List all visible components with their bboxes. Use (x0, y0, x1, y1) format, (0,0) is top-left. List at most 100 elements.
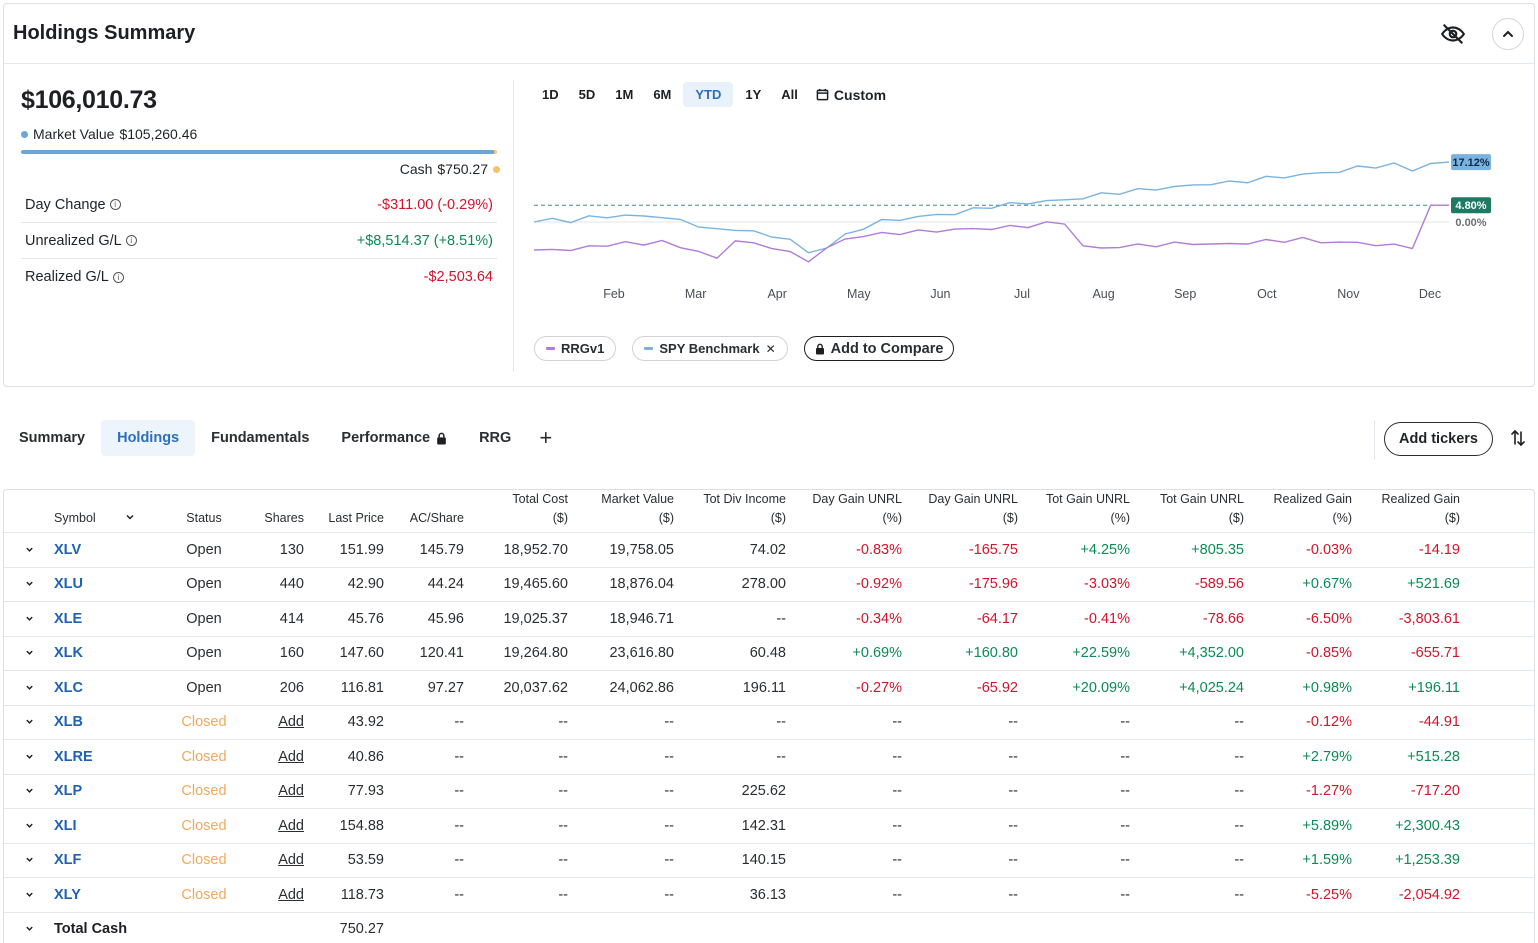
symbol-link[interactable]: XLY (54, 886, 81, 903)
last-cell: 53.59 (304, 843, 384, 878)
table-row[interactable]: XLF Closed Add 53.59 -- -- -- 140.15 -- -- -- -- +1.… (4, 843, 1534, 878)
range-tab-custom[interactable]: Custom (816, 87, 886, 103)
tab-rrg[interactable]: RRG (479, 430, 512, 446)
expand-row-button[interactable] (4, 670, 54, 706)
symbol-link[interactable]: XLK (54, 645, 83, 662)
expand-row-button[interactable] (4, 774, 54, 809)
symbol-cell[interactable]: XLRE (54, 739, 164, 775)
expand-row-button[interactable] (4, 567, 54, 602)
add-shares-link[interactable]: Add (278, 852, 304, 869)
range-tab-1y[interactable]: 1Y (745, 87, 762, 102)
add-tickers-button[interactable]: Add tickers (1384, 422, 1493, 456)
col-status[interactable]: Status (164, 490, 244, 533)
symbol-cell[interactable]: XLI (54, 808, 164, 844)
rgp-cell: +0.98% (1244, 670, 1352, 706)
add-shares-link[interactable]: Add (278, 748, 304, 765)
table-row[interactable]: XLU Open 440 42.90 44.24 19,465.60 18,876.04 27… (4, 567, 1534, 602)
symbol-cell[interactable]: XLF (54, 843, 164, 878)
tab-performance[interactable]: Performance (325, 420, 463, 456)
x-tick-label: Apr (767, 287, 786, 301)
range-tab-6m[interactable]: 6M (653, 87, 672, 102)
symbol-cell[interactable]: XLE (54, 601, 164, 637)
symbol-link[interactable]: XLI (54, 817, 77, 834)
col-shares[interactable]: Shares (244, 490, 304, 533)
add-shares-link[interactable]: Add (278, 886, 304, 903)
col-tot-gain-usd[interactable]: Tot Gain UNRL ($) (1130, 490, 1244, 533)
table-row[interactable]: XLV Open 130 151.99 145.79 18,952.70 19,758.05… (4, 532, 1534, 568)
table-row[interactable]: XLP Closed Add 77.93 -- -- -- 225.62 -- -- -- -- -1.… (4, 774, 1534, 809)
hide-values-button[interactable] (1440, 21, 1466, 47)
col-day-gain-usd[interactable]: Day Gain UNRL ($) (902, 490, 1018, 533)
collapse-panel-button[interactable] (1492, 18, 1524, 50)
col-tot-gain-pct[interactable]: Tot Gain UNRL (%) (1018, 490, 1130, 533)
symbol-link[interactable]: XLE (54, 610, 83, 627)
expand-row-button[interactable] (4, 877, 54, 913)
symbol-link[interactable]: XLV (54, 541, 82, 558)
expand-row-button[interactable] (4, 912, 54, 943)
table-row[interactable]: XLB Closed Add 43.92 -- -- -- -- -- -- -- -- -0.12% -… (4, 705, 1534, 740)
range-tab-5d[interactable]: 5D (578, 87, 596, 102)
info-icon[interactable]: i (109, 199, 121, 211)
col-total-cost[interactable]: Total Cost ($) (464, 490, 568, 533)
expand-row-button[interactable] (4, 532, 54, 568)
cost-cell: 20,037.62 (464, 670, 568, 706)
symbol-cell[interactable]: XLB (54, 705, 164, 740)
tab-holdings[interactable]: Holdings (101, 420, 196, 456)
symbol-cell[interactable]: XLU (54, 567, 164, 602)
legend-rrgv1[interactable]: RRGv1 (534, 336, 617, 361)
range-tab-all[interactable]: All (781, 87, 798, 102)
range-tab-1d[interactable]: 1D (542, 87, 559, 102)
col-ac-share[interactable]: AC/Share (384, 490, 464, 533)
last-cell: 42.90 (304, 567, 384, 602)
ac-cell: -- (384, 774, 464, 809)
rgd-cell: +2,300.43 (1352, 808, 1460, 844)
col-realized-gain-usd[interactable]: Realized Gain ($) (1352, 490, 1460, 533)
spacer-cell (1460, 739, 1534, 775)
expand-row-button[interactable] (4, 808, 54, 844)
symbol-link[interactable]: XLB (54, 714, 83, 731)
add-tab-button[interactable]: + (527, 420, 564, 456)
table-row[interactable]: XLK Open 160 147.60 120.41 19,264.80 23,616.80… (4, 636, 1534, 671)
expand-row-button[interactable] (4, 601, 54, 637)
legend-spy-benchmark[interactable]: SPY Benchmark ✕ (632, 336, 788, 361)
chevron-down-icon (25, 823, 33, 828)
table-row[interactable]: XLI Closed Add 154.88 -- -- -- 142.31 -- -- -- -- +5… (4, 808, 1534, 844)
add-shares-link[interactable]: Add (278, 783, 304, 800)
sort-icon[interactable] (1510, 428, 1526, 453)
range-tab-ytd[interactable]: YTD (683, 82, 734, 107)
add-shares-link[interactable]: Add (278, 714, 304, 731)
info-icon[interactable]: i (125, 235, 137, 247)
col-last-price[interactable]: Last Price (304, 490, 384, 533)
spacer-cell (384, 912, 1534, 943)
tab-fundamentals[interactable]: Fundamentals (211, 430, 310, 446)
symbol-cell[interactable]: XLK (54, 636, 164, 671)
symbol-cell[interactable]: XLP (54, 774, 164, 809)
symbol-cell[interactable]: XLC (54, 670, 164, 706)
close-icon[interactable]: ✕ (765, 341, 776, 356)
expand-row-button[interactable] (4, 705, 54, 740)
symbol-link[interactable]: XLP (54, 783, 83, 800)
symbol-cell[interactable]: XLV (54, 532, 164, 568)
add-shares-link[interactable]: Add (278, 817, 304, 834)
symbol-cell[interactable]: XLY (54, 877, 164, 913)
table-row[interactable]: XLE Open 414 45.76 45.96 19,025.37 18,946.71 --… (4, 601, 1534, 637)
col-tot-div-income[interactable]: Tot Div Income ($) (674, 490, 786, 533)
expand-row-button[interactable] (4, 843, 54, 878)
expand-row-button[interactable] (4, 739, 54, 775)
range-tab-1m[interactable]: 1M (615, 87, 634, 102)
symbol-link[interactable]: XLF (54, 852, 82, 869)
tab-summary[interactable]: Summary (19, 430, 86, 446)
col-symbol[interactable]: Symbol (54, 490, 164, 533)
table-row[interactable]: XLC Open 206 116.81 97.27 20,037.62 24,062.86 1… (4, 670, 1534, 706)
table-row[interactable]: XLY Closed Add 118.73 -- -- -- 36.13 -- -- -- -- -5.… (4, 877, 1534, 913)
info-icon[interactable]: i (112, 271, 124, 283)
expand-row-button[interactable] (4, 636, 54, 671)
symbol-link[interactable]: XLU (54, 576, 83, 593)
col-realized-gain-pct[interactable]: Realized Gain (%) (1244, 490, 1352, 533)
symbol-link[interactable]: XLC (54, 679, 83, 696)
col-day-gain-pct[interactable]: Day Gain UNRL (%) (786, 490, 902, 533)
symbol-link[interactable]: XLRE (54, 748, 93, 765)
add-to-compare-button[interactable]: Add to Compare (803, 336, 955, 361)
table-row[interactable]: XLRE Closed Add 40.86 -- -- -- -- -- -- -- -- +2.79%… (4, 739, 1534, 775)
col-market-value[interactable]: Market Value ($) (568, 490, 674, 533)
